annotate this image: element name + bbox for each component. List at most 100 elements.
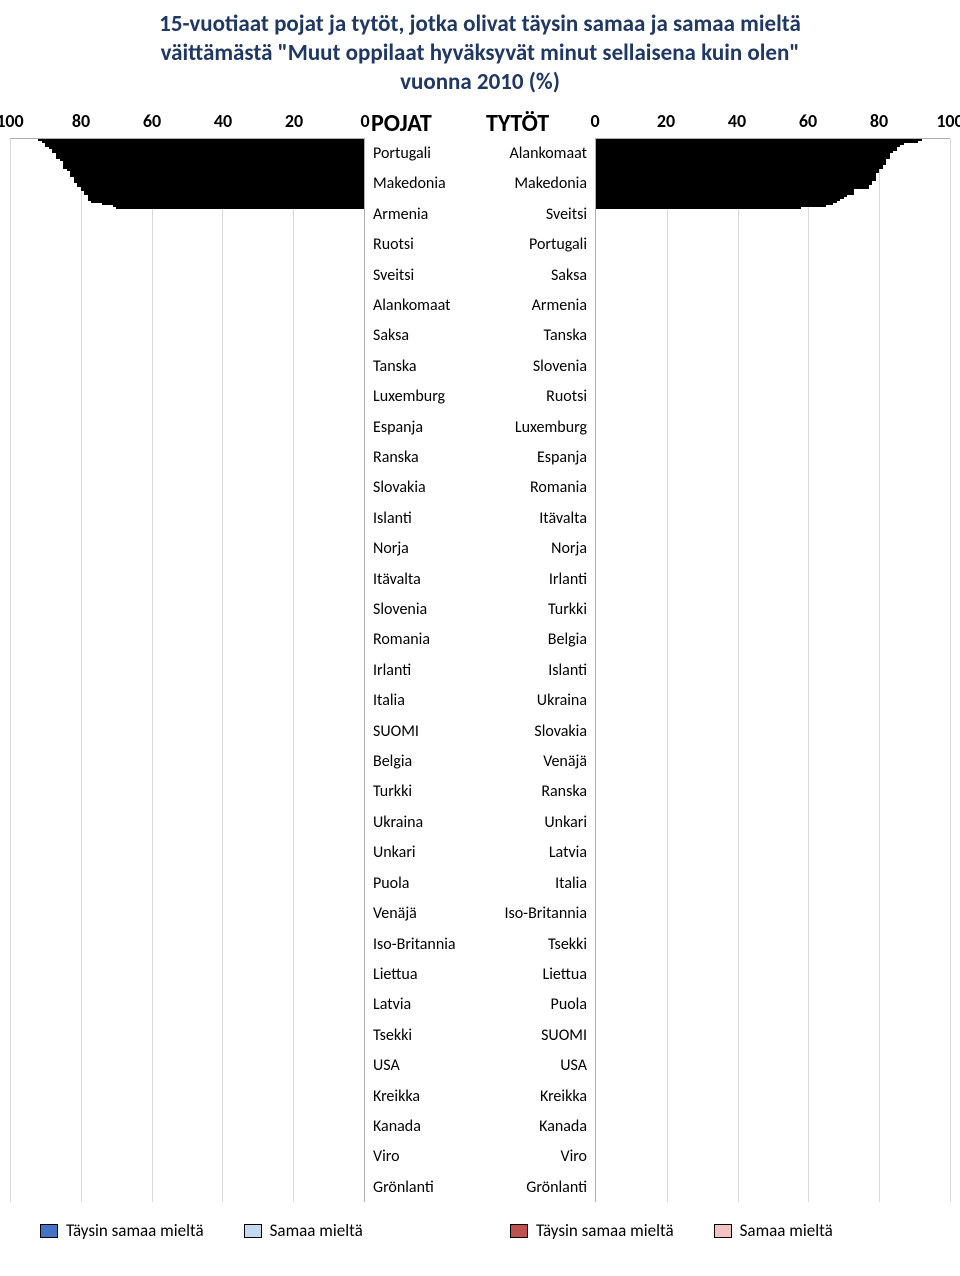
country-label: Portugali bbox=[373, 138, 480, 168]
legend-girls: Täysin samaa mieltä Samaa mieltä bbox=[480, 1220, 950, 1241]
axis-tick: 60 bbox=[799, 110, 817, 132]
gridline bbox=[152, 139, 153, 1202]
country-label: Tsekki bbox=[480, 929, 587, 959]
country-label: Venäjä bbox=[373, 898, 480, 928]
country-label: Itävalta bbox=[373, 564, 480, 594]
country-label: Slovenia bbox=[373, 594, 480, 624]
axis-tick: 0 bbox=[360, 110, 369, 132]
legend-girls-strong: Täysin samaa mieltä bbox=[510, 1220, 674, 1241]
country-label: Espanja bbox=[373, 412, 480, 442]
country-label: Viro bbox=[480, 1142, 587, 1172]
country-label: Kanada bbox=[373, 1111, 480, 1141]
country-label: Makedonia bbox=[480, 169, 587, 199]
legend-label: Samaa mieltä bbox=[270, 1220, 363, 1241]
country-label: Latvia bbox=[480, 838, 587, 868]
country-label: Sveitsi bbox=[373, 260, 480, 290]
gridline bbox=[667, 139, 668, 1202]
country-label: Ruotsi bbox=[373, 229, 480, 259]
girls-heading: TYTÖT bbox=[480, 109, 595, 138]
country-label: Unkari bbox=[373, 838, 480, 868]
girls-labels: AlankomaatMakedoniaSveitsiPortugaliSaksa… bbox=[480, 138, 595, 1202]
country-label: Luxemburg bbox=[480, 412, 587, 442]
country-label: Tanska bbox=[373, 351, 480, 381]
country-label: Venäjä bbox=[480, 746, 587, 776]
axis-tick: 80 bbox=[72, 110, 90, 132]
gridline bbox=[808, 139, 809, 1202]
swatch-boys-strong bbox=[40, 1224, 58, 1238]
gridline bbox=[222, 139, 223, 1202]
bar-row bbox=[596, 207, 950, 209]
country-label: Ranska bbox=[480, 777, 587, 807]
country-label: Latvia bbox=[373, 990, 480, 1020]
girls-panel: TYTÖT 020406080100 AlankomaatMakedoniaSv… bbox=[480, 110, 950, 1202]
country-label: SUOMI bbox=[373, 716, 480, 746]
country-label: Kanada bbox=[480, 1111, 587, 1141]
country-label: Luxemburg bbox=[373, 382, 480, 412]
country-label: Makedonia bbox=[373, 169, 480, 199]
gridline bbox=[10, 139, 11, 1202]
country-label: Puola bbox=[480, 990, 587, 1020]
axis-tick: 80 bbox=[870, 110, 888, 132]
swatch-girls-agree bbox=[714, 1224, 732, 1238]
country-label: Saksa bbox=[480, 260, 587, 290]
country-label: Kreikka bbox=[480, 1081, 587, 1111]
gridline bbox=[738, 139, 739, 1202]
axis-tick: 100 bbox=[0, 110, 24, 132]
gridline bbox=[950, 139, 951, 1202]
country-label: Ranska bbox=[373, 442, 480, 472]
gridline bbox=[81, 139, 82, 1202]
axis-tick: 0 bbox=[590, 110, 599, 132]
country-label: Alankomaat bbox=[373, 290, 480, 320]
gridline bbox=[293, 139, 294, 1202]
country-label: Norja bbox=[373, 534, 480, 564]
country-label: Ukraina bbox=[373, 807, 480, 837]
country-label: Ruotsi bbox=[480, 382, 587, 412]
country-label: Islanti bbox=[480, 655, 587, 685]
country-label: Espanja bbox=[480, 442, 587, 472]
country-label: Liettua bbox=[373, 959, 480, 989]
axis-tick: 20 bbox=[285, 110, 303, 132]
chart-area: 020406080100 POJAT PortugaliMakedoniaArm… bbox=[10, 110, 950, 1202]
country-label: Unkari bbox=[480, 807, 587, 837]
country-label: Ukraina bbox=[480, 686, 587, 716]
axis-tick: 60 bbox=[143, 110, 161, 132]
country-label: Armenia bbox=[480, 290, 587, 320]
country-label: Liettua bbox=[480, 959, 587, 989]
country-label: Belgia bbox=[373, 746, 480, 776]
legend-boys-strong: Täysin samaa mieltä bbox=[40, 1220, 204, 1241]
boys-plot bbox=[10, 138, 365, 1202]
country-label: Slovakia bbox=[373, 473, 480, 503]
boys-labels: PortugaliMakedoniaArmeniaRuotsiSveitsiAl… bbox=[365, 138, 480, 1202]
country-label: Tsekki bbox=[373, 1020, 480, 1050]
country-label: Iso-Britannia bbox=[373, 929, 480, 959]
gridline bbox=[879, 139, 880, 1202]
country-label: Italia bbox=[373, 686, 480, 716]
country-label: Grönlanti bbox=[480, 1172, 587, 1202]
country-label: Belgia bbox=[480, 625, 587, 655]
country-label: Slovenia bbox=[480, 351, 587, 381]
country-label: SUOMI bbox=[480, 1020, 587, 1050]
chart-title: 15-vuotiaat pojat ja tytöt, jotka olivat… bbox=[10, 10, 950, 110]
boys-heading: POJAT bbox=[365, 109, 480, 138]
swatch-girls-strong bbox=[510, 1224, 528, 1238]
country-label: Alankomaat bbox=[480, 138, 587, 168]
legend: Täysin samaa mieltä Samaa mieltä Täysin … bbox=[10, 1202, 950, 1241]
axis-tick: 100 bbox=[936, 110, 960, 132]
country-label: Romania bbox=[480, 473, 587, 503]
country-label: Armenia bbox=[373, 199, 480, 229]
axis-tick: 40 bbox=[214, 110, 232, 132]
legend-label: Täysin samaa mieltä bbox=[536, 1220, 674, 1241]
axis-tick: 40 bbox=[728, 110, 746, 132]
country-label: Puola bbox=[373, 868, 480, 898]
country-label: Turkki bbox=[480, 594, 587, 624]
country-label: Grönlanti bbox=[373, 1172, 480, 1202]
country-label: Irlanti bbox=[480, 564, 587, 594]
girls-plot bbox=[595, 138, 950, 1202]
country-label: Slovakia bbox=[480, 716, 587, 746]
legend-label: Samaa mieltä bbox=[740, 1220, 833, 1241]
country-label: Romania bbox=[373, 625, 480, 655]
country-label: Portugali bbox=[480, 229, 587, 259]
legend-label: Täysin samaa mieltä bbox=[66, 1220, 204, 1241]
boys-axis: 020406080100 bbox=[10, 110, 365, 138]
country-label: USA bbox=[373, 1050, 480, 1080]
